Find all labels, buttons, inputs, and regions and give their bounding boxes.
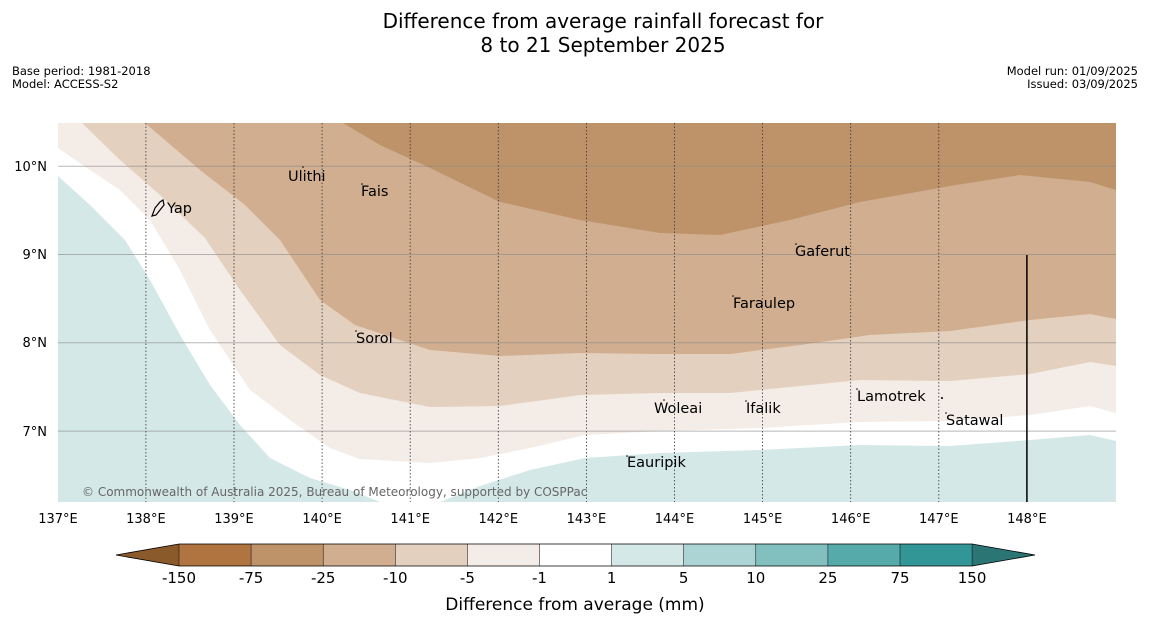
model-run-text: Model run: 01/09/2025: [1006, 64, 1138, 78]
gaferut-marker: [795, 243, 797, 245]
lat-label-9n: 9°N: [23, 248, 48, 263]
lon-label-146e: 146°E: [831, 512, 871, 527]
yap-island-shape: [151, 199, 165, 217]
place-eauripik: Eauripik: [627, 455, 686, 471]
rainfall-map: Yap Ulithi Fais Sorol Gaferut Faraulep L…: [58, 123, 1116, 502]
colorbar-min-extension: [116, 544, 179, 566]
lat-label-10n: 10°N: [14, 160, 47, 175]
base-period-text: Base period: 1981-2018: [12, 64, 151, 78]
lon-label-145e: 145°E: [743, 512, 783, 527]
colorbar-tick: -5: [460, 569, 475, 587]
colorbar-tick: 25: [818, 569, 837, 587]
place-sorol: Sorol: [356, 331, 393, 347]
colorbar-label: Difference from average (mm): [445, 595, 704, 615]
lon-label-141e: 141°E: [390, 512, 430, 527]
faraulep-marker: [732, 295, 734, 297]
colorbar-tick: 75: [890, 569, 909, 587]
lon-label-140e: 140°E: [302, 512, 342, 527]
lat-axis-labels: 10°N 9°N 8°N 7°N: [14, 160, 47, 440]
satawal-marker: [945, 412, 947, 414]
lon-label-144e: 144°E: [655, 512, 695, 527]
colorbar-max-extension: [972, 544, 1035, 566]
colorbar-swatch-10: [827, 544, 900, 566]
colorbar-swatch-4: [395, 544, 468, 566]
colorbar-tick: 10: [746, 569, 765, 587]
place-yap: Yap: [166, 201, 192, 217]
info-right: Model run: 01/09/2025 Issued: 03/09/2025: [1007, 65, 1138, 91]
sorol-marker: [355, 330, 357, 332]
lon-label-139e: 139°E: [214, 512, 254, 527]
info-left: Base period: 1981-2018 Model: ACCESS-S2: [12, 65, 151, 91]
lon-label-138e: 138°E: [126, 512, 166, 527]
chart-title: Difference from average rainfall forecas…: [0, 9, 1150, 57]
colorbar-tick: 1: [607, 569, 617, 587]
island-markers: [302, 166, 947, 457]
colorbar-tick: -150: [162, 569, 196, 587]
colorbar-tick: -10: [383, 569, 408, 587]
place-woleai: Woleai: [654, 401, 702, 417]
ifalik-marker: [745, 400, 747, 402]
place-faraulep: Faraulep: [733, 296, 795, 312]
copyright-text: © Commonwealth of Australia 2025, Bureau…: [82, 485, 587, 499]
lon-label-143e: 143°E: [567, 512, 607, 527]
woleai-marker: [663, 399, 665, 401]
colorbar-tick: 150: [958, 569, 987, 587]
fais-marker: [361, 183, 363, 185]
lon-label-148e: 148°E: [1007, 512, 1047, 527]
colorbar-swatch-11: [900, 544, 973, 566]
colorbar-swatch-1: [179, 544, 252, 566]
colorbar-ticks: -150 -75 -25 -10 -5 -1 1 5 10 25 75 150: [162, 569, 986, 587]
lon-label-147e: 147°E: [919, 512, 959, 527]
colorbar-swatch-3: [323, 544, 396, 566]
colorbar-tick: 5: [679, 569, 689, 587]
place-gaferut: Gaferut: [795, 244, 850, 260]
title-line-2: 8 to 21 September 2025: [480, 33, 726, 57]
title-line-1: Difference from average rainfall forecas…: [382, 9, 824, 33]
ulithi-marker: [302, 166, 304, 168]
colorbar-swatch-2: [251, 544, 324, 566]
place-satawal: Satawal: [946, 413, 1003, 429]
contour-above-1-east: [440, 435, 1116, 502]
lon-label-142e: 142°E: [479, 512, 519, 527]
place-ulithi: Ulithi: [288, 169, 326, 185]
contour-above-1: [58, 176, 380, 502]
lat-label-8n: 8°N: [23, 336, 48, 351]
colorbar-dividers: [178, 544, 973, 566]
model-text: Model: ACCESS-S2: [12, 77, 119, 91]
west-fayu-marker: [941, 397, 943, 399]
issued-text: Issued: 03/09/2025: [1027, 77, 1138, 91]
lamotrek-marker: [856, 388, 858, 390]
place-lamotrek: Lamotrek: [857, 389, 926, 405]
eauripik-marker: [626, 455, 628, 457]
colorbar-tick: -75: [239, 569, 264, 587]
colorbar: -150 -75 -25 -10 -5 -1 1 5 10 25 75 150 …: [115, 543, 1036, 615]
colorbar-swatch-7: [611, 544, 684, 566]
contour-below-25: [343, 123, 1116, 235]
lon-axis-labels: 137°E 138°E 139°E 140°E 141°E 142°E 143°…: [38, 512, 1046, 527]
lat-label-7n: 7°N: [23, 425, 48, 440]
place-ifalik: Ifalik: [746, 401, 781, 417]
lon-label-137e: 137°E: [38, 512, 78, 527]
colorbar-swatch-9: [755, 544, 828, 566]
place-fais: Fais: [361, 184, 388, 200]
lon-gridlines: [145, 123, 940, 502]
colorbar-tick: -1: [532, 569, 547, 587]
colorbar-tick: -25: [311, 569, 336, 587]
colorbar-swatch-6: [539, 544, 612, 566]
colorbar-swatch-5: [467, 544, 540, 566]
colorbar-swatch-8: [683, 544, 756, 566]
